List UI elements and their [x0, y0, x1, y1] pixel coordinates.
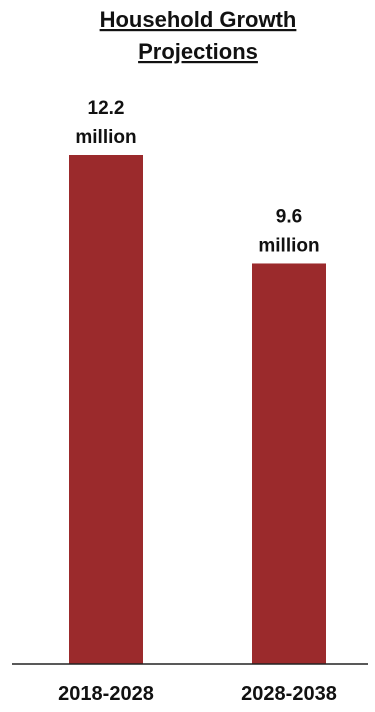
chart-title-line-2: Projections	[138, 39, 258, 64]
value-label-2018-2028: 12.2	[88, 98, 125, 119]
x-tick-label-2018-2028: 2018-2028	[58, 683, 154, 705]
bar-2018-2028	[69, 155, 143, 664]
chart-title-line-1: Household Growth	[100, 7, 297, 32]
x-tick-labels-group: 2018-2028 2028-2038	[58, 683, 337, 705]
bar-2028-2038	[252, 263, 326, 664]
value-unit-label-2018-2028: million	[75, 127, 136, 148]
bars-group	[69, 155, 326, 664]
x-tick-label-2028-2038: 2028-2038	[241, 683, 337, 705]
value-labels-group: 12.2 million 9.6 million	[75, 98, 319, 256]
value-label-2028-2038: 9.6	[276, 206, 302, 227]
value-unit-label-2028-2038: million	[258, 235, 319, 256]
chart-title: Household Growth Projections	[100, 7, 297, 64]
